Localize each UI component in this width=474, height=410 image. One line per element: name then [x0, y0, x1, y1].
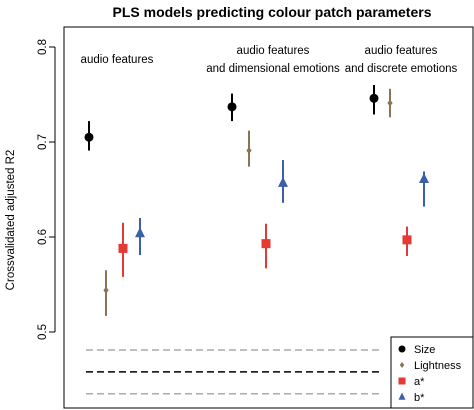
marker-triangle — [419, 173, 429, 184]
marker-diamond — [399, 362, 405, 368]
marker-circle — [227, 102, 237, 112]
y-tick-label: 0.8 — [37, 39, 49, 55]
marker-diamond — [103, 286, 109, 294]
marker-circle — [398, 345, 406, 353]
marker-triangle — [398, 392, 406, 400]
marker-triangle — [135, 227, 145, 238]
y-tick-label: 0.6 — [37, 229, 49, 245]
group-label-line: and discrete emotions — [345, 63, 458, 75]
plot-frame — [63, 26, 474, 409]
group-label-line: audio features — [365, 45, 438, 57]
legend-label: Lightness — [414, 360, 462, 372]
marker-triangle — [278, 176, 288, 187]
marker-square — [118, 243, 128, 253]
legend-label: b* — [414, 392, 425, 404]
marker-diamond — [387, 99, 393, 107]
y-tick-label: 0.5 — [37, 324, 49, 340]
reference-lines — [86, 349, 383, 395]
legend-label: Size — [414, 344, 435, 356]
data-marks — [84, 85, 429, 316]
group-labels: audio features audio features and dimensio… — [81, 45, 458, 75]
marker-square — [398, 377, 406, 385]
legend: Size Lightness a* b* — [390, 336, 474, 409]
chart-title: PLS models predicting colour patch param… — [113, 4, 432, 20]
marker-diamond — [246, 147, 252, 155]
y-axis-title: Crossvalidated adjusted R2 — [5, 150, 17, 291]
group-label-line: audio features — [237, 45, 310, 57]
group-label-line: audio features — [81, 54, 154, 66]
marker-circle — [84, 132, 94, 142]
legend-label: a* — [414, 376, 425, 388]
marker-circle — [369, 93, 379, 103]
group-label-line: and dimensional emotions — [206, 63, 340, 75]
y-tick-label: 0.7 — [37, 134, 49, 150]
marker-square — [402, 235, 412, 245]
y-axis-ticks: 0.5 0.6 0.7 0.8 — [37, 39, 55, 340]
marker-square — [261, 239, 271, 249]
